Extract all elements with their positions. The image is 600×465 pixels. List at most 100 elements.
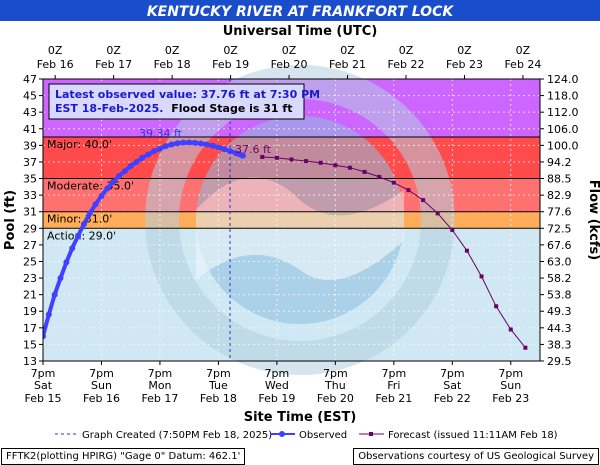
x-tick-label-date: Feb 15 [25,392,62,405]
callout-date: EST 18-Feb-2025. [55,102,163,115]
x-tick-label-time: 7pm [31,367,56,380]
top-tick-label-date: Feb 23 [446,58,483,71]
observed-point [151,148,158,155]
y-tick-label-right: 82.9 [547,189,572,202]
x-tick-label-weekday: Fri [387,379,400,392]
observed-point [57,275,64,282]
y-tick-label-right: 67.6 [547,239,572,252]
top-axis-label: Universal Time (UTC) [223,24,378,39]
legend-graph-created-label: Graph Created (7:50PM Feb 18, 2025) [82,430,272,441]
legend-observed-label: Observed [299,430,347,441]
observed-point [51,291,58,298]
y-tick-label-right: 44.3 [547,322,572,335]
forecast-point [406,188,411,193]
y-tick-label-right: 38.3 [547,338,572,351]
observed-point [80,221,87,228]
x-tick-label-weekday: Mon [148,379,171,392]
x-tick-label-weekday: Sat [443,379,462,392]
y-tick-label-left: 33 [23,189,37,202]
observed-point [203,141,210,148]
datum-footer: FFTK2(plotting HPIRG) "Gage 0" Datum: 46… [1,448,246,465]
x-tick-label-time: 7pm [265,367,290,380]
y-tick-label-right: 94.2 [547,156,572,169]
y-tick-label-left: 25 [23,255,37,268]
x-tick-label-date: Feb 20 [317,392,354,405]
observed-point [43,333,46,340]
left-axis-label: Pool (ft) [3,190,18,250]
observed-point [221,146,228,153]
top-tick-label-time: 0Z [399,44,414,57]
observed-point [121,168,128,175]
x-tick-label-date: Feb 17 [141,392,178,405]
top-tick-label-date: Feb 22 [388,58,425,71]
y-tick-label-left: 37 [23,156,37,169]
y-tick-label-right: 124.0 [547,73,579,86]
forecast-point [347,165,352,170]
top-tick-label-date: Feb 19 [212,58,249,71]
right-axis-label: Flow (kcfs) [586,180,600,260]
y-tick-label-right: 100.0 [547,139,579,152]
flood-stage-label-minor: Minor: 31.0' [47,213,112,226]
x-tick-label-time: 7pm [323,367,348,380]
chart-title: KENTUCKY RIVER AT FRANKFORT LOCK [147,4,455,20]
observed-point [145,151,152,158]
top-tick-label-date: Feb 18 [154,58,191,71]
observed-point [239,152,246,159]
observed-point [104,185,111,192]
x-tick-label-time: 7pm [498,367,523,380]
forecast-point [333,163,338,168]
top-tick-label-time: 0Z [223,44,238,57]
observed-point [98,192,105,199]
x-tick-label-date: Feb 22 [434,392,471,405]
top-tick-label-time: 0Z [457,44,472,57]
x-tick-label-weekday: Thu [324,379,346,392]
x-tick-label-time: 7pm [89,367,114,380]
bottom-axis-label: Site Time (EST) [244,410,357,425]
y-tick-label-right: 112.0 [547,106,579,119]
observed-point [215,144,222,151]
y-tick-label-right: 88.5 [547,173,572,186]
y-gridlines [39,78,544,362]
y-tick-label-left: 13 [23,355,37,368]
x-tick-label-date: Feb 19 [258,392,295,405]
observed-point [63,259,70,266]
forecast-point [450,227,455,232]
observed-point [116,173,123,180]
top-tick-label-time: 0Z [48,44,63,57]
forecast-point [508,327,513,332]
x-tick-label-time: 7pm [206,367,231,380]
legend-observed-marker [279,431,285,437]
observed-point [127,163,134,170]
y-tick-label-right: 72.5 [547,222,572,235]
y-tick-label-right: 77.6 [547,206,572,219]
source-footer: Observations courtesy of US Geological S… [353,448,599,465]
top-tick-label-date: Feb 21 [329,58,366,71]
legend: Graph Created (7:50PM Feb 18, 2025) Obse… [55,430,558,441]
top-tick-label-time: 0Z [165,44,180,57]
observed-point [186,139,193,146]
callout-line1: Latest observed value: 37.76 ft at 7:30 … [55,88,320,101]
observed-point [168,141,175,148]
top-tick-label-time: 0Z [516,44,531,57]
y-tick-label-left: 43 [23,106,37,119]
observed-point [197,140,204,147]
callout-line2: EST 18-Feb-2025. Flood Stage is 31 ft [55,102,292,115]
noaa-watermark [145,65,455,375]
x-tick-label-weekday: Tue [208,379,228,392]
x-tick-label-date: Feb 18 [200,392,237,405]
plot-border [42,78,541,362]
observed-point [110,178,117,185]
y-tick-label-left: 15 [23,338,37,351]
y-tick-label-right: 49.3 [547,305,572,318]
top-tick-label-time: 0Z [340,44,355,57]
top-tick-label-date: Feb 24 [504,58,541,71]
forecast-point [523,345,528,350]
observed-point [86,210,93,217]
legend-forecast-marker [369,432,373,436]
flood-stage-label-major: Major: 40.0' [47,138,112,151]
y-tick-label-left: 45 [23,90,37,103]
top-tick-label-date: Feb 17 [95,58,132,71]
y-tick-labels-left: 13 15 17 19 21 23 25 27 29 31 33 35 37 39 41 43 45 47 [23,73,37,368]
